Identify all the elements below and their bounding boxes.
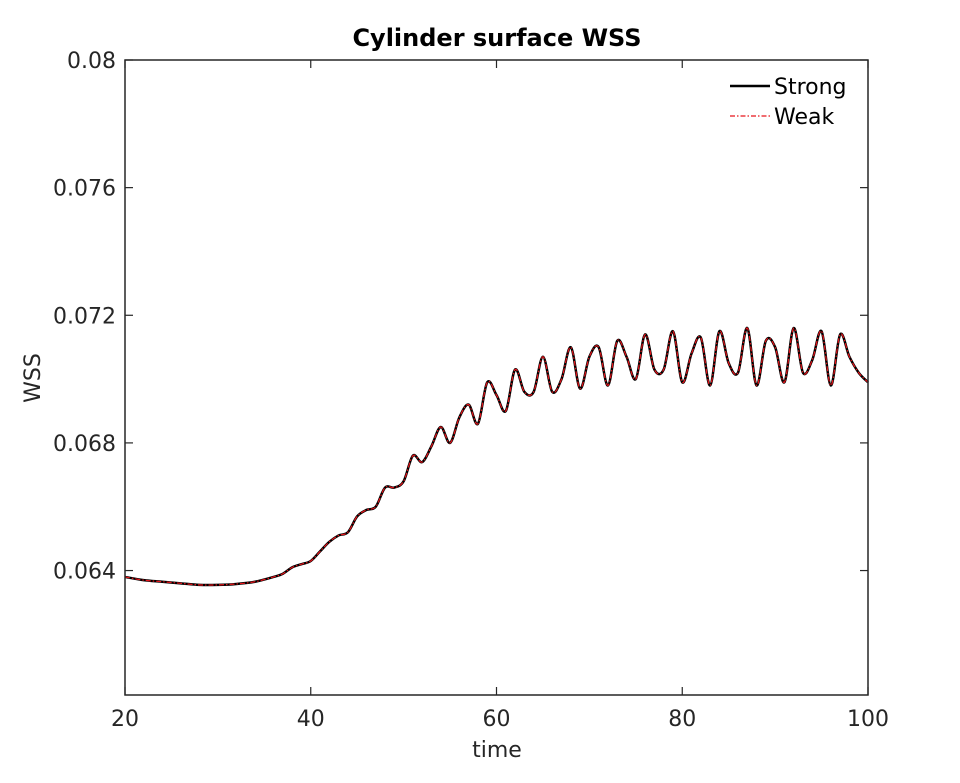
legend-label-weak: Weak: [774, 105, 834, 130]
y-tick-label: 0.076: [53, 177, 116, 202]
y-tick-label: 0.08: [67, 49, 116, 74]
x-tick-label: 80: [668, 707, 696, 732]
plot-area: [125, 60, 868, 695]
series-line-weak: [124, 327, 869, 586]
legend-label-strong: Strong: [774, 75, 847, 100]
y-tick-label: 0.064: [53, 560, 116, 585]
x-tick-label: 60: [483, 707, 511, 732]
y-axis-label: WSS: [21, 353, 46, 403]
y-tick-label: 0.068: [53, 432, 116, 457]
y-tick-label: 0.072: [53, 304, 116, 329]
legend: Strong Weak: [730, 75, 847, 130]
x-tick-label: 20: [111, 707, 139, 732]
x-tick-label: 40: [297, 707, 325, 732]
y-axis-ticks: 0.064 0.068 0.072 0.076 0.08: [53, 49, 868, 585]
x-tick-label: 100: [847, 707, 889, 732]
x-axis-label: time: [472, 738, 522, 763]
chart-title: Cylinder surface WSS: [352, 24, 641, 52]
x-axis-ticks: 20 40 60 80 100: [111, 60, 889, 732]
series-layer: [124, 326, 869, 587]
